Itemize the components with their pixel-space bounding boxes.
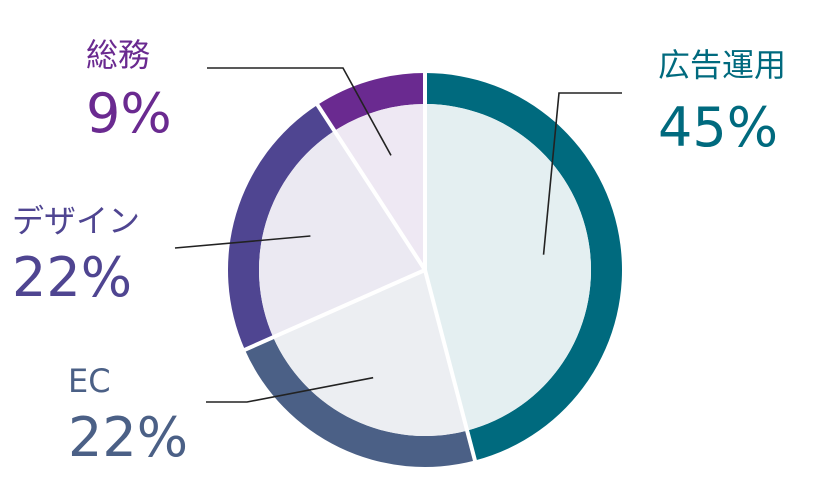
- ring-segment-ec: [244, 337, 475, 468]
- pie-slices: [228, 72, 622, 468]
- leader-line-ad-ops: [542, 92, 622, 255]
- ring-segment-ad-ops: [425, 73, 622, 461]
- slice-label-ad-ops: 広告運用: [658, 46, 786, 84]
- leader-lines: [174, 67, 622, 403]
- ring-segment-design: [228, 104, 335, 350]
- slice-label-design: デザイン: [12, 202, 140, 240]
- leader-line-general-affairs: [207, 67, 392, 156]
- slice-separator: [423, 269, 478, 463]
- slice-value-design: 22%: [12, 246, 132, 309]
- slice-separator: [315, 102, 427, 272]
- pie-slice-design: [259, 130, 425, 338]
- slice-label-general-affairs: 総務: [86, 36, 150, 74]
- pie-slice-ec: [273, 270, 468, 436]
- leader-line-design: [174, 235, 311, 249]
- leader-line-ec: [206, 376, 374, 403]
- slice-separator: [243, 268, 426, 352]
- slice-labels: 広告運用 45% EC 22% デザイン 22% 総務 9%: [12, 36, 786, 469]
- pie-slice-general-affairs: [334, 104, 425, 270]
- slice-value-general-affairs: 9%: [86, 82, 172, 145]
- slice-value-ec: 22%: [68, 406, 188, 469]
- slice-value-ad-ops: 45%: [658, 96, 778, 159]
- slice-label-ec: EC: [68, 362, 111, 400]
- ring-segment-general-affairs: [317, 73, 425, 131]
